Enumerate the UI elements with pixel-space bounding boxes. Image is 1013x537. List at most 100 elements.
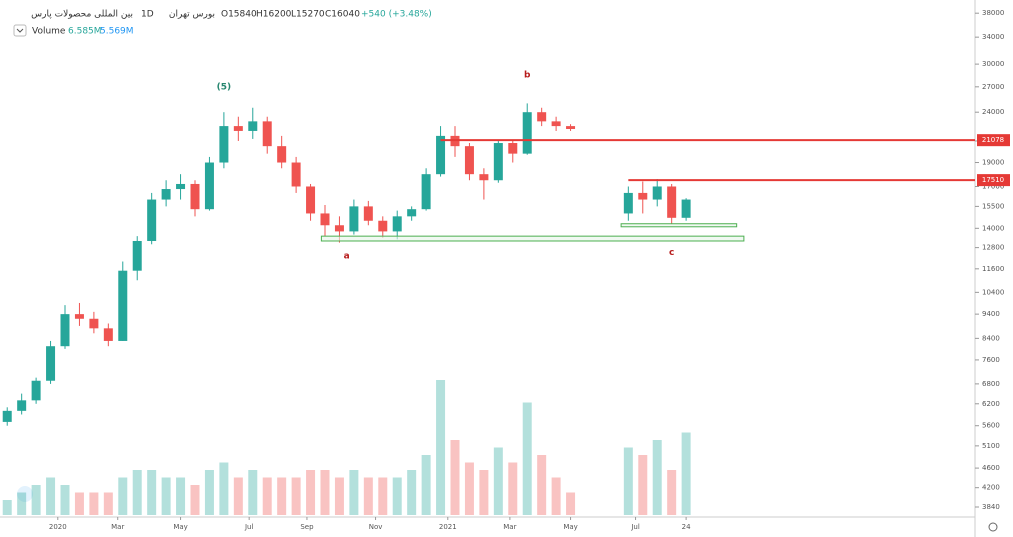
y-tick-label: 9400 [982, 310, 1000, 318]
ohlc-open: O15840 [221, 10, 257, 20]
volume-bar [103, 492, 113, 515]
price-label-box [977, 174, 1010, 187]
candle-body [334, 225, 344, 232]
volume-bar [392, 477, 402, 515]
volume-bar [363, 477, 373, 515]
candle-body [161, 189, 171, 200]
y-tick-label: 5100 [982, 442, 1000, 450]
y-tick-label: 24000 [982, 108, 1004, 116]
y-tick-label: 11600 [982, 265, 1004, 273]
volume-bar [46, 477, 56, 515]
x-tick-label: Jul [630, 523, 640, 531]
candle-body [566, 126, 576, 129]
x-tick-label: May [563, 523, 577, 531]
candle-body [103, 328, 113, 341]
volume-bar [566, 492, 576, 515]
volume-bar [89, 492, 99, 515]
volume-bar [320, 470, 330, 515]
y-tick-label: 15500 [982, 202, 1004, 210]
annotation: (5) [217, 82, 232, 92]
candle-body [479, 174, 489, 181]
volume-bar [219, 462, 229, 515]
y-tick-label: 12800 [982, 244, 1004, 252]
candle-body [392, 216, 402, 232]
candle-body [46, 346, 56, 381]
y-tick-label: 10400 [982, 288, 1004, 296]
candle-body [464, 146, 474, 175]
collapse-button[interactable] [13, 24, 27, 37]
x-tick-label: 24 [682, 523, 691, 531]
candle-body [204, 162, 214, 210]
y-tick-label: 5600 [982, 422, 1000, 430]
candle-body [176, 183, 186, 190]
volume-bar [349, 470, 359, 515]
candle-body [320, 213, 330, 226]
candle-body [219, 126, 229, 163]
volume-bar [277, 477, 287, 515]
volume-bar [176, 477, 186, 515]
zone [620, 223, 738, 228]
candle-body [233, 126, 243, 131]
volume-bar [118, 477, 128, 515]
volume-bar [291, 477, 301, 515]
y-tick-label: 17000 [982, 182, 1004, 190]
volume-bar [537, 455, 547, 515]
candle-body [681, 199, 691, 218]
y-tick-label: 3840 [982, 503, 1000, 511]
candle-body [74, 314, 84, 319]
annotation: c [669, 248, 674, 258]
x-tick-label: Mar [503, 523, 516, 531]
y-tick-label: 6200 [982, 400, 1000, 408]
volume-bar [436, 380, 446, 515]
candle-body [378, 220, 388, 232]
volume-bar [248, 470, 258, 515]
candle-body [17, 400, 27, 411]
volume-name: Volume [32, 27, 66, 37]
zone [320, 235, 745, 242]
volume-bar [233, 477, 243, 515]
logo[interactable] [17, 486, 33, 502]
y-tick-label: 7600 [982, 356, 1000, 364]
symbol: بین المللی محصولات پارس [31, 10, 133, 20]
y-tick-label: 34000 [982, 33, 1004, 41]
candle-body [291, 162, 301, 187]
annotation: b [524, 71, 531, 81]
candle-body [493, 143, 503, 181]
candle-body [132, 240, 142, 271]
volume-bar [378, 477, 388, 515]
y-tick-label: 19000 [982, 159, 1004, 167]
x-tick-label: Sep [300, 523, 314, 531]
volume-average: 5.569M [100, 27, 134, 37]
volume-bar [551, 477, 561, 515]
settings-icon[interactable] [988, 522, 998, 532]
volume-bar [2, 500, 12, 515]
ohlc-high: H16200 [256, 10, 292, 20]
exchange: بورس تهران [169, 10, 215, 20]
volume-bar [479, 470, 489, 515]
price-label: 21078 [982, 136, 1004, 144]
volume-bar [262, 477, 272, 515]
volume-bar [652, 440, 662, 515]
candle-body [421, 174, 431, 210]
volume-bar [74, 492, 84, 515]
y-tick-label: 27000 [982, 83, 1004, 91]
volume-bar [31, 485, 41, 515]
x-tick-label: Jul [244, 523, 254, 531]
volume-bar [421, 455, 431, 515]
candle-body [667, 186, 677, 218]
price-label-box [977, 134, 1010, 147]
volume-bar [623, 447, 633, 515]
volume-bar [132, 470, 142, 515]
y-tick-label: 8400 [982, 334, 1000, 342]
y-tick-label: 4600 [982, 464, 1000, 472]
change: +540 (+3.48%) [361, 10, 432, 20]
x-tick-label: 2021 [439, 523, 457, 531]
volume-bar [681, 432, 691, 515]
volume-bar [204, 470, 214, 515]
volume-pane [2, 380, 691, 515]
candle-body [277, 146, 287, 163]
candle-body [89, 318, 99, 329]
annotation: a [344, 252, 350, 262]
